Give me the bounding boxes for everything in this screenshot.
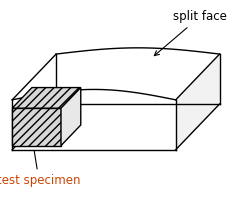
Polygon shape	[176, 54, 220, 150]
Polygon shape	[12, 108, 61, 146]
Text: split face: split face	[154, 10, 227, 56]
Polygon shape	[61, 88, 81, 146]
Polygon shape	[12, 54, 56, 150]
Polygon shape	[12, 100, 176, 150]
Polygon shape	[12, 48, 220, 100]
Polygon shape	[12, 88, 81, 108]
Text: test specimen: test specimen	[0, 139, 81, 187]
